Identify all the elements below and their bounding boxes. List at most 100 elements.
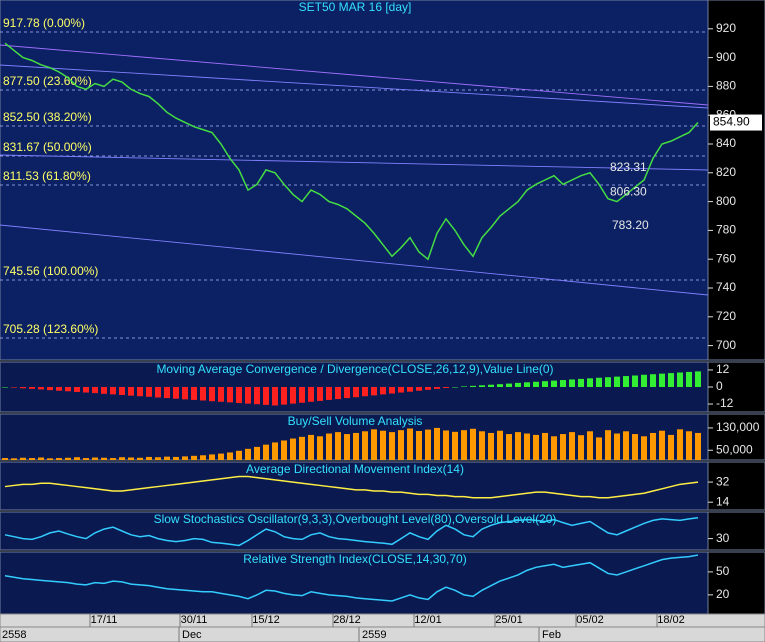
bar — [515, 382, 521, 387]
bar — [371, 387, 377, 396]
y-tick-label: 840 — [716, 136, 736, 150]
fib-label: 811.53 (61.80%) — [3, 169, 91, 183]
bar — [578, 435, 584, 460]
bar — [533, 434, 539, 460]
bar — [65, 457, 71, 460]
bar — [623, 376, 629, 387]
bar — [551, 436, 557, 460]
bar — [596, 377, 602, 387]
bar — [434, 387, 440, 389]
bar — [605, 377, 611, 387]
bar — [74, 387, 80, 392]
bar — [461, 430, 467, 460]
bar — [506, 434, 512, 460]
bar — [236, 450, 242, 460]
bar — [470, 385, 476, 387]
bar — [227, 452, 233, 460]
axis-panel — [707, 0, 765, 361]
last-price: 854.90 — [713, 115, 750, 129]
bar — [56, 387, 62, 391]
bar — [200, 387, 206, 401]
bar — [263, 444, 269, 460]
y-tick-label: -12 — [716, 396, 734, 410]
bar — [119, 387, 125, 395]
axis-panel — [707, 413, 765, 461]
y-tick-label: 800 — [716, 194, 736, 208]
bar — [164, 387, 170, 399]
bar — [110, 387, 116, 395]
panel-title: Slow Stochastics Oscillator(9,3,3),Overb… — [154, 512, 557, 526]
y-tick-label: 20 — [716, 587, 730, 601]
trend-line — [0, 64, 709, 109]
bar — [533, 381, 539, 387]
bar — [173, 387, 179, 399]
bar — [326, 387, 332, 400]
bar — [326, 433, 332, 460]
bar — [443, 430, 449, 460]
panel-title: SET50 MAR 16 [day] — [299, 0, 412, 14]
x-tick-label: 15/12 — [252, 614, 280, 626]
bar — [155, 387, 161, 398]
bar — [614, 376, 620, 387]
annotation: 783.20 — [612, 218, 649, 232]
bar — [425, 387, 431, 390]
fib-label: 877.50 (23.60%) — [3, 74, 92, 88]
annotation: 823.31 — [610, 160, 647, 174]
bar — [20, 457, 26, 460]
bar — [677, 372, 683, 387]
bar — [668, 373, 674, 387]
bar — [146, 456, 152, 460]
bar — [470, 428, 476, 460]
period-label: Feb — [542, 629, 561, 641]
bar — [641, 374, 647, 387]
y-tick-label: 700 — [716, 338, 736, 352]
bar — [479, 385, 485, 387]
axis-panel — [707, 511, 765, 551]
bar — [650, 432, 656, 460]
bar — [92, 457, 98, 460]
date-axis — [0, 613, 765, 642]
bar — [578, 378, 584, 387]
axis-panel — [707, 551, 765, 615]
x-tick-label: 05/02 — [576, 614, 604, 626]
y-tick-label: 14 — [716, 494, 730, 508]
y-tick-label: 50 — [716, 564, 730, 578]
y-tick-label: 880 — [716, 79, 736, 93]
bar — [101, 457, 107, 460]
bar — [497, 384, 503, 387]
y-tick-label: 30 — [716, 531, 730, 545]
bar — [479, 431, 485, 460]
fib-label: 831.67 (50.00%) — [3, 140, 92, 154]
bar — [299, 387, 305, 403]
bar — [92, 387, 98, 394]
y-tick-label: 900 — [716, 50, 736, 64]
bar — [254, 446, 260, 460]
panel-title: Average Directional Movement Index(14) — [246, 462, 464, 476]
axis-panel — [707, 361, 765, 413]
bar — [389, 432, 395, 460]
bar — [200, 455, 206, 460]
bar — [101, 387, 107, 394]
series-line — [4, 42, 699, 261]
bar — [605, 430, 611, 460]
bar — [587, 431, 593, 460]
bar — [299, 436, 305, 460]
bar — [407, 428, 413, 460]
bar — [47, 387, 53, 391]
bar — [182, 456, 188, 460]
axis-panel — [707, 461, 765, 511]
bar — [416, 431, 422, 460]
bar — [20, 387, 26, 389]
bar — [542, 432, 548, 460]
bar — [128, 457, 134, 460]
bar — [614, 433, 620, 460]
bar — [623, 431, 629, 460]
trend-line — [0, 224, 709, 296]
bar — [110, 458, 116, 460]
y-tick-label: 820 — [716, 165, 736, 179]
bar — [191, 455, 197, 460]
trend-line — [0, 154, 709, 171]
fib-label: 745.56 (100.00%) — [3, 264, 98, 278]
bar — [137, 457, 143, 460]
